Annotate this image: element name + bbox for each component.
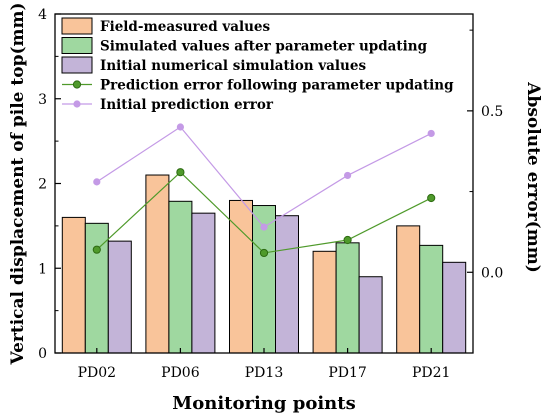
line-series2-point-pd02 [93,178,101,186]
line-series1-point-pd13 [259,248,269,258]
bar-layer [61,174,467,354]
y-tick-label: 1 [38,261,47,277]
legend-swatch-3 [61,56,93,74]
legend-label-1: Field-measured values [100,19,270,35]
line-series1-point-pd21 [427,193,436,203]
line-series2-point-pd17 [344,171,352,180]
line-series1-point-pd02 [92,245,101,254]
axes-layer: 0 1 2 3 4 0.0 0.5 PD02 PD06 PD13 PD17 PD21 [38,7,503,381]
legend-label-5: Initial prediction error [100,97,274,113]
bar-series2-pd17 [335,242,360,354]
y2-tick-label: 0.5 [481,104,503,120]
legend: Field-measured values Simulated values af… [61,17,454,113]
y-tick-label: 0 [38,346,47,362]
legend-marker-5 [73,100,81,108]
bar-series2-pd06 [168,200,193,354]
line-layer [92,123,436,258]
y-tick-label: 4 [38,7,47,23]
bar-series1-pd17 [312,250,337,354]
bar-series3-pd17 [358,276,383,354]
legend-marker-4 [72,80,82,89]
y-tick-label: 3 [38,92,47,108]
y2-tick-label: 0.0 [481,265,503,281]
bar-series3-pd21 [442,261,467,354]
bar-series3-pd02 [107,240,132,354]
x-tick-label: PD13 [245,365,283,381]
bar-series3-pd13 [275,215,299,354]
x-tick-label: PD02 [78,365,116,381]
y-tick-label: 2 [38,177,47,193]
line-series2-point-pd21 [427,129,435,138]
line-series1-point-pd17 [343,235,352,245]
legend-label-4: Prediction error following parameter upd… [100,78,454,94]
bar-series2-pd21 [419,244,444,354]
y2-axis-title: Absolute error(mm) [523,81,543,272]
bar-series3-pd06 [191,212,216,354]
line-series2-point-pd06 [176,123,184,131]
x-tick-label: PD06 [161,365,200,381]
x-axis-title: Monitoring points [172,393,355,414]
line-series1-point-pd06 [176,168,185,177]
bar-series1-pd21 [396,225,421,354]
legend-swatch-1 [61,17,93,35]
legend-label-3: Initial numerical simulation values [100,58,366,74]
x-tick-label: PD21 [412,365,450,381]
y-axis-title: Vertical displacement of pile top(mm) [8,2,28,365]
x-tick-label: PD17 [328,365,366,381]
legend-label-2: Simulated values after parameter updatin… [100,39,428,55]
line-series2-point-pd13 [260,223,268,231]
legend-swatch-2 [61,37,93,54]
bar-series1-pd02 [61,216,86,354]
